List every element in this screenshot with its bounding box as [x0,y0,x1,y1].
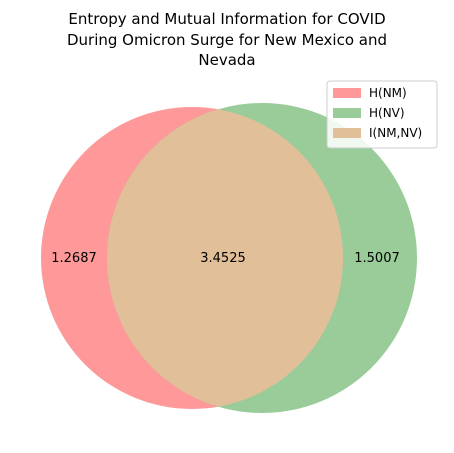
label-intersection: 3.4525 [200,251,246,266]
legend-swatch-nm [333,88,361,98]
chart-title-line-2: During Omicron Surge for New Mexico and [67,31,387,49]
legend: H(NM) H(NV) I(NM,NV) [326,80,438,149]
label-nm-only: 1.2687 [51,251,97,266]
label-nv-only: 1.5007 [354,251,400,266]
legend-label-intersection: I(NM,NV) [369,126,422,140]
chart-title-line-1: Entropy and Mutual Information for COVID [68,10,385,28]
legend-swatch-nv [333,108,361,118]
legend-swatch-intersection [333,128,361,138]
legend-label-nv: H(NV) [369,106,405,120]
chart-title-line-3: Nevada [198,51,255,69]
legend-label-nm: H(NM) [369,86,407,100]
